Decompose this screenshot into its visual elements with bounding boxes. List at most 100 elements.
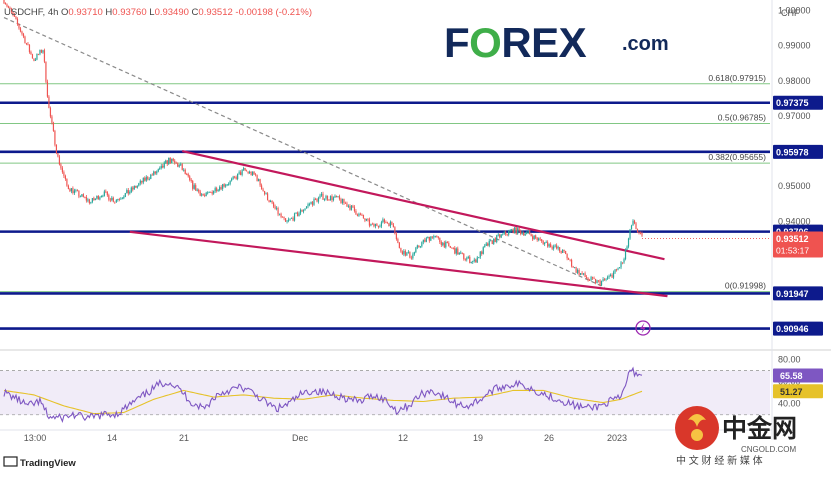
candle-body: [18, 24, 20, 29]
candle-body: [120, 198, 122, 200]
candle: [88, 198, 90, 205]
rsi-pane[interactable]: [0, 366, 770, 423]
candle: [424, 237, 426, 243]
candle: [551, 245, 553, 251]
candle-body: [574, 267, 576, 268]
wedge-upper-trendline[interactable]: [181, 149, 665, 261]
candle-body: [290, 217, 293, 219]
candle-body: [421, 242, 423, 247]
candle-body: [319, 195, 321, 198]
candle: [523, 231, 525, 236]
dashed-trendline[interactable]: [3, 17, 605, 288]
candle-body: [626, 246, 628, 250]
tradingview-badge[interactable]: TradingView: [3, 456, 76, 469]
candle-body: [90, 201, 92, 204]
candle: [376, 222, 378, 227]
level-price-tag: [773, 286, 823, 301]
candle-body: [298, 213, 300, 217]
candle-body: [169, 157, 171, 164]
candle: [105, 189, 107, 194]
candle-body: [352, 205, 354, 208]
candle: [15, 15, 17, 20]
candle-body: [623, 259, 625, 263]
candle: [571, 258, 573, 268]
candle: [340, 197, 342, 204]
wedge-lower-trendline[interactable]: [129, 230, 668, 298]
candle: [175, 161, 177, 164]
candle-body: [70, 188, 72, 192]
candle: [322, 191, 324, 200]
candle-body: [594, 278, 597, 284]
alert-lightning-icon[interactable]: [635, 320, 651, 336]
candle-body: [612, 272, 615, 278]
candle-body: [281, 216, 284, 218]
candle: [290, 217, 293, 219]
candle: [349, 204, 351, 211]
candle-body: [72, 188, 74, 194]
candle: [63, 170, 65, 178]
candle-body: [560, 250, 562, 253]
candle-body: [30, 51, 32, 55]
candle-body: [133, 186, 135, 190]
rsi-ma-line[interactable]: [3, 389, 643, 415]
candle: [400, 247, 402, 253]
candle-body: [395, 233, 397, 240]
candle-body: [241, 169, 243, 175]
candle-body: [105, 191, 107, 193]
time-tick-label: 14: [107, 433, 117, 443]
candle: [10, 7, 13, 14]
candle-body: [157, 169, 159, 172]
candle-body: [172, 158, 174, 161]
candle: [521, 230, 523, 235]
candle: [30, 50, 32, 55]
candle: [533, 235, 535, 240]
candle: [491, 240, 493, 245]
candle-body: [551, 247, 553, 249]
candle-body: [112, 197, 114, 202]
candle: [57, 152, 59, 158]
candle: [371, 222, 374, 225]
candle-body: [228, 183, 230, 185]
forex-logo-o: O: [469, 19, 501, 66]
candle-body: [436, 235, 438, 237]
candle: [587, 277, 589, 282]
candle: [178, 163, 180, 168]
candle-body: [371, 223, 374, 225]
candle: [367, 218, 369, 222]
candle: [78, 190, 80, 199]
candle: [488, 238, 490, 248]
candle-body: [180, 164, 182, 166]
candle-body: [325, 195, 327, 199]
candle-body: [512, 229, 514, 234]
price-tick-label: 0.94000: [778, 216, 811, 226]
candle: [494, 237, 496, 243]
candle-body: [305, 206, 308, 209]
level-price-tag: [773, 321, 823, 336]
candle-body: [121, 198, 123, 200]
candle: [84, 196, 86, 199]
candle: [278, 213, 281, 216]
candle: [13, 13, 16, 17]
candle: [82, 193, 84, 198]
candle: [385, 220, 387, 224]
candle-body: [446, 242, 448, 244]
candle: [373, 222, 375, 228]
candle: [621, 262, 624, 265]
candle: [202, 193, 204, 196]
candle: [470, 261, 472, 264]
change-value: -0.00198 (-0.21%): [235, 7, 312, 18]
candle-body: [283, 217, 285, 219]
candle-body: [275, 208, 278, 209]
candle: [180, 162, 182, 166]
cngold-domain: CNGOLD.COM: [741, 445, 796, 454]
candle: [141, 180, 143, 185]
candle-body: [39, 49, 41, 55]
candle-body: [277, 208, 279, 215]
candle-body: [187, 174, 189, 177]
candle-body: [244, 168, 246, 171]
candle-body: [320, 193, 323, 196]
candle: [72, 186, 74, 195]
rsi-line[interactable]: [3, 366, 643, 423]
time-tick-label: 21: [179, 433, 189, 443]
